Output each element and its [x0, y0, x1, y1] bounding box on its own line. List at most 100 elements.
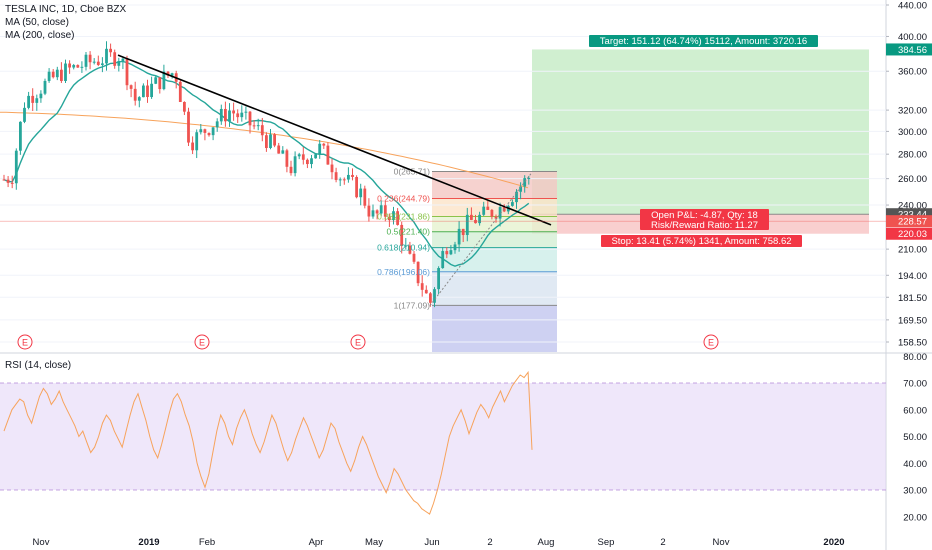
candle-body	[424, 289, 428, 294]
rsi-line	[3, 370, 533, 515]
fib-level-label: 0.236(244.79)	[377, 194, 430, 204]
candle-body	[23, 107, 26, 122]
candle-body	[240, 112, 244, 118]
fib-band	[432, 171, 557, 199]
candle-body	[363, 188, 367, 206]
candle-body	[470, 214, 473, 220]
candle-body	[273, 134, 276, 146]
candle-body	[371, 210, 375, 217]
candle-body	[129, 85, 133, 89]
price-tick-label: 360.00	[898, 67, 927, 78]
candle-body	[191, 142, 194, 151]
candle-body	[256, 125, 260, 127]
candle-body	[404, 245, 408, 247]
candle-body	[133, 88, 137, 101]
fib-band	[432, 271, 557, 306]
fib-level-label: 0.618(210.94)	[377, 243, 430, 253]
candle-body	[281, 150, 285, 154]
candle-body	[72, 65, 76, 68]
candle-body	[453, 244, 457, 251]
rsi-tick-label: 20.00	[903, 512, 927, 523]
candle-body	[187, 111, 190, 143]
candle-body	[461, 228, 465, 236]
rsi-tick-label: 30.00	[903, 486, 927, 497]
candle-body	[265, 135, 268, 149]
candle-body	[482, 206, 486, 215]
candle-body	[379, 205, 383, 214]
time-tick-label: May	[365, 537, 383, 548]
price-tick-label: 400.00	[898, 32, 927, 43]
candle-body	[375, 210, 379, 214]
earnings-marker-label: E	[22, 338, 28, 348]
candle-body	[412, 253, 416, 262]
candle-body	[105, 48, 108, 64]
price-tick-label: 240.00	[898, 201, 927, 212]
price-tick-label: 169.50	[898, 315, 927, 326]
time-tick-label: Feb	[199, 537, 215, 548]
time-tick-label: Nov	[713, 537, 730, 548]
candle-body	[523, 178, 527, 187]
candle-body	[244, 111, 248, 113]
candle-body	[125, 58, 129, 86]
candle-body	[527, 178, 531, 180]
candle-body	[297, 154, 301, 157]
candle-body	[322, 143, 326, 146]
candle-body	[515, 191, 518, 203]
earnings-marker	[703, 334, 719, 350]
candle-body	[248, 111, 252, 126]
stop-label-text: Stop: 13.41 (5.74%) 1341, Amount: 758.62	[611, 236, 791, 247]
price-tick-label: 440.00	[898, 1, 927, 12]
candle-body	[47, 71, 51, 81]
price-badge-label: 384.56	[898, 45, 927, 56]
candle-body	[88, 54, 92, 63]
pnl-label-text: Risk/Reward Ratio: 11.27	[651, 220, 758, 231]
candle-body	[330, 164, 334, 173]
candle-body	[396, 211, 399, 225]
candle-body	[199, 129, 203, 133]
fib-level-label: 0(265.71)	[394, 166, 431, 176]
time-tick-label: 2	[487, 537, 492, 548]
candle-body	[154, 77, 158, 84]
candle-body	[101, 63, 104, 65]
price-badge	[886, 227, 932, 240]
candle-body	[92, 61, 96, 63]
candle-body	[306, 159, 309, 165]
candle-body	[519, 186, 522, 192]
earnings-marker	[350, 334, 366, 350]
candle-body	[388, 216, 391, 221]
candle-body	[351, 174, 354, 177]
candle-body	[183, 102, 186, 112]
rsi-tick-label: 50.00	[903, 432, 927, 443]
candle-body	[342, 179, 346, 181]
candle-body	[490, 209, 494, 217]
candle-body	[19, 121, 22, 151]
candle-body	[60, 69, 63, 81]
candle-body	[433, 289, 436, 303]
candle-body	[121, 58, 125, 62]
candle-body	[383, 205, 387, 217]
price-tick-label: 181.50	[898, 293, 927, 304]
ma200-legend: MA (200, close)	[5, 30, 75, 41]
time-tick-label: 2	[660, 537, 665, 548]
candle-body	[285, 150, 289, 167]
price-tick-label: 300.00	[898, 127, 927, 138]
earnings-marker-label: E	[708, 338, 714, 348]
candle-body	[498, 207, 502, 219]
fib-band	[432, 198, 557, 217]
candle-body	[2, 179, 6, 181]
candle-body	[359, 188, 363, 198]
candle-body	[178, 81, 182, 103]
fib-band	[432, 247, 557, 272]
earnings-marker	[194, 334, 210, 350]
candle-body	[166, 71, 170, 76]
fib-level-label: 0.382(231.86)	[377, 211, 430, 221]
candle-body	[232, 110, 235, 114]
candle-body	[318, 143, 322, 155]
candle-body	[207, 132, 211, 136]
candle-body	[260, 125, 264, 136]
candle-body	[55, 69, 59, 78]
target-label-text: Target: 151.12 (64.74%) 15112, Amount: 3…	[600, 36, 807, 47]
candle-body	[51, 71, 55, 78]
candle-body	[301, 154, 305, 160]
